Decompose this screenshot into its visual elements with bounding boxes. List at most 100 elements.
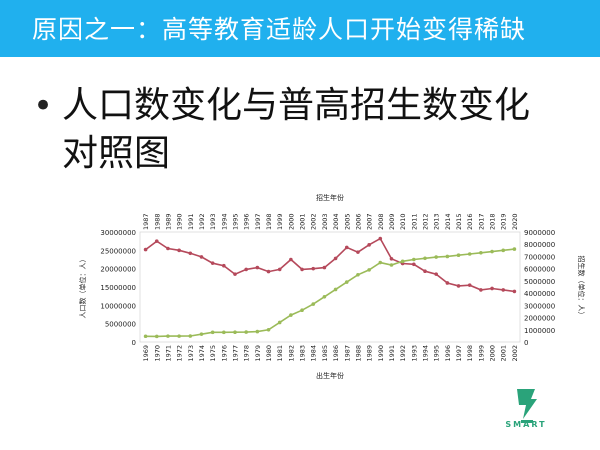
- bottom-axis-title: 出生年份: [316, 371, 344, 380]
- bottom-tick-label: 1986: [332, 345, 340, 362]
- enrollment-data-point: [222, 330, 226, 335]
- population-data-point: [277, 267, 282, 272]
- top-tick-label: 1987: [142, 213, 150, 230]
- smart-logo: [497, 385, 555, 447]
- population-data-point: [300, 267, 304, 272]
- top-tick-label: 2012: [422, 213, 430, 230]
- population-series-line: [145, 237, 515, 293]
- population-data-point: [356, 250, 360, 254]
- bottom-tick-label: 1990: [377, 345, 385, 362]
- bottom-tick-label: 1980: [265, 345, 273, 362]
- bottom-tick-label: 1977: [232, 345, 240, 362]
- lightbulb-logo-icon: [517, 389, 537, 423]
- enrollment-data-point: [490, 249, 494, 254]
- enrollment-data-point: [289, 313, 293, 317]
- right-tick-label: 0: [524, 339, 528, 347]
- enrollment-data-point: [255, 329, 260, 334]
- enrollment-data-point: [389, 263, 394, 267]
- bottom-tick-label: 1978: [243, 345, 251, 362]
- bottom-tick-label: 1985: [321, 345, 329, 362]
- left-tick-label: 20000000: [100, 266, 136, 274]
- bottom-tick-label: 1997: [455, 345, 463, 362]
- enrollment-data-point: [479, 250, 483, 255]
- enrollment-data-point: [467, 252, 472, 256]
- top-tick-label: 2004: [332, 213, 340, 230]
- plot-frame: [139, 231, 521, 343]
- bottom-tick-label: 1971: [164, 345, 172, 362]
- enrollment-data-point: [412, 257, 416, 262]
- population-data-point: [344, 245, 349, 250]
- enrollment-data-point: [512, 247, 517, 251]
- population-data-point: [467, 283, 472, 287]
- top-tick-label: 1994: [220, 213, 228, 230]
- enrollment-data-point: [501, 248, 506, 253]
- bottom-tick-label: 1982: [287, 345, 295, 362]
- right-tick-label: 6000000: [524, 266, 555, 274]
- enrollment-data-point: [400, 259, 405, 264]
- enrollment-data-point: [199, 332, 204, 336]
- population-data-point: [210, 261, 215, 265]
- population-data-point: [311, 266, 316, 271]
- population-data-point: [378, 236, 383, 241]
- top-tick-label: 1996: [243, 213, 251, 230]
- right-tick-label: 9000000: [524, 229, 555, 237]
- left-axis-title: 人口数（单位：人）: [78, 256, 87, 319]
- top-axis-title: 招生年份: [316, 193, 344, 202]
- left-tick-label: 25000000: [100, 247, 136, 255]
- bottom-tick-label: 1999: [477, 345, 485, 362]
- bottom-tick-label: 1972: [176, 345, 184, 362]
- bottom-tick-label: 1975: [209, 345, 217, 362]
- right-tick-label: 2000000: [524, 315, 555, 323]
- population-data-point: [177, 248, 181, 253]
- enrollment-data-point: [434, 255, 438, 259]
- enrollment-data-point: [344, 280, 349, 284]
- left-tick-label: 10000000: [100, 302, 136, 310]
- top-tick-label: 2005: [343, 213, 351, 230]
- enrollment-series-line: [145, 248, 515, 338]
- top-tick-label: 1993: [209, 213, 217, 230]
- line-chart: 0500000010000000150000002000000025000000…: [78, 193, 585, 380]
- bottom-tick-label: 1981: [276, 345, 284, 362]
- enrollment-data-point: [367, 268, 371, 272]
- top-tick-label: 2009: [388, 213, 396, 230]
- bottom-tick-label: 1983: [299, 345, 307, 362]
- left-tick-label: 5000000: [105, 321, 136, 329]
- top-tick-label: 1995: [232, 213, 240, 230]
- enrollment-data-point: [322, 294, 327, 299]
- logo-text: SMART: [505, 420, 547, 429]
- enrollment-data-point: [244, 330, 248, 334]
- enrollment-data-point: [378, 260, 383, 265]
- top-tick-label: 1992: [198, 213, 206, 230]
- bottom-tick-label: 1993: [410, 345, 418, 362]
- enrollment-data-point: [188, 334, 193, 338]
- right-tick-label: 8000000: [524, 241, 555, 249]
- enrollment-data-point: [333, 287, 338, 292]
- population-data-point: [233, 272, 237, 276]
- population-data-point: [456, 284, 461, 288]
- right-tick-label: 3000000: [524, 302, 555, 310]
- enrollment-data-point: [277, 320, 282, 325]
- left-tick-label: 0: [132, 339, 136, 347]
- top-tick-label: 1997: [254, 213, 262, 230]
- population-data-point: [143, 247, 148, 252]
- population-data-point: [389, 256, 394, 261]
- top-tick-label: 2018: [489, 213, 497, 230]
- right-axis-title: 招生数（单位：人）: [577, 256, 585, 319]
- population-data-point: [222, 263, 226, 268]
- top-tick-label: 1989: [164, 213, 172, 230]
- top-tick-label: 2019: [500, 213, 508, 230]
- enrollment-data-point: [266, 327, 271, 332]
- bottom-tick-label: 1998: [466, 345, 474, 362]
- bottom-tick-label: 1992: [399, 345, 407, 362]
- top-tick-label: 1998: [265, 213, 273, 230]
- enrollment-data-point: [423, 256, 427, 261]
- population-data-point: [445, 281, 450, 285]
- population-data-point: [367, 243, 371, 247]
- bottom-tick-label: 1969: [142, 345, 150, 362]
- top-tick-label: 2017: [477, 213, 485, 230]
- left-tick-label: 15000000: [100, 284, 136, 292]
- top-tick-label: 1999: [276, 213, 284, 230]
- population-data-point: [322, 265, 327, 270]
- top-tick-label: 2006: [354, 213, 362, 230]
- bottom-tick-label: 1991: [388, 345, 396, 362]
